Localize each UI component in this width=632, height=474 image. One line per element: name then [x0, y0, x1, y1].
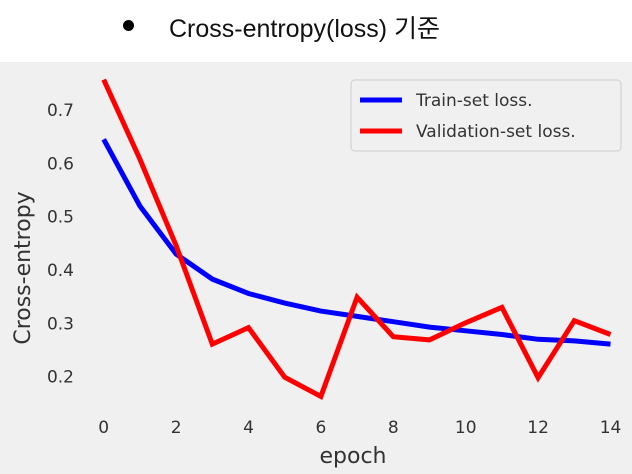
y-tick-label: 0.4	[47, 261, 74, 281]
x-ticks: 0 2 4 6 8 10 12 14	[98, 418, 621, 438]
x-tick-label: 0	[98, 418, 109, 438]
y-ticks: 0.2 0.3 0.4 0.5 0.6 0.7	[47, 101, 74, 388]
x-tick-label: 12	[527, 418, 549, 438]
x-tick-label: 4	[243, 418, 254, 438]
x-tick-label: 10	[455, 418, 477, 438]
loss-chart: 0.2 0.3 0.4 0.5 0.6 0.7 0 2 4 6 8 10 12 14 Cross-ent…	[11, 78, 622, 469]
train-loss-line	[101, 138, 611, 347]
x-tick-label: 2	[171, 418, 182, 438]
chart-area: 0.2 0.3 0.4 0.5 0.6 0.7 0 2 4 6 8 10 12 14 Cross-ent…	[0, 62, 632, 474]
y-tick-label: 0.5	[47, 208, 74, 228]
header-title: Cross-entropy(loss) 기준	[169, 15, 441, 43]
validation-loss-line	[101, 78, 612, 400]
header: Cross-entropy(loss) 기준	[0, 0, 632, 62]
y-tick-label: 0.6	[47, 154, 74, 174]
y-tick-label: 0.3	[47, 314, 74, 334]
y-tick-label: 0.7	[47, 101, 74, 121]
legend-box	[350, 79, 622, 152]
x-tick-label: 14	[600, 418, 622, 438]
y-axis-label: Cross-entropy	[11, 191, 36, 344]
legend-label-train: Train-set loss.	[415, 91, 533, 111]
x-axis-label: epoch	[320, 444, 387, 469]
y-tick-label: 0.2	[47, 368, 74, 388]
legend: Train-set loss. Validation-set loss.	[350, 79, 622, 152]
x-tick-label: 6	[316, 418, 327, 438]
x-tick-label: 8	[388, 418, 399, 438]
legend-label-validation: Validation-set loss.	[416, 122, 576, 142]
bullet-icon	[123, 20, 134, 31]
series-lines	[101, 78, 612, 400]
